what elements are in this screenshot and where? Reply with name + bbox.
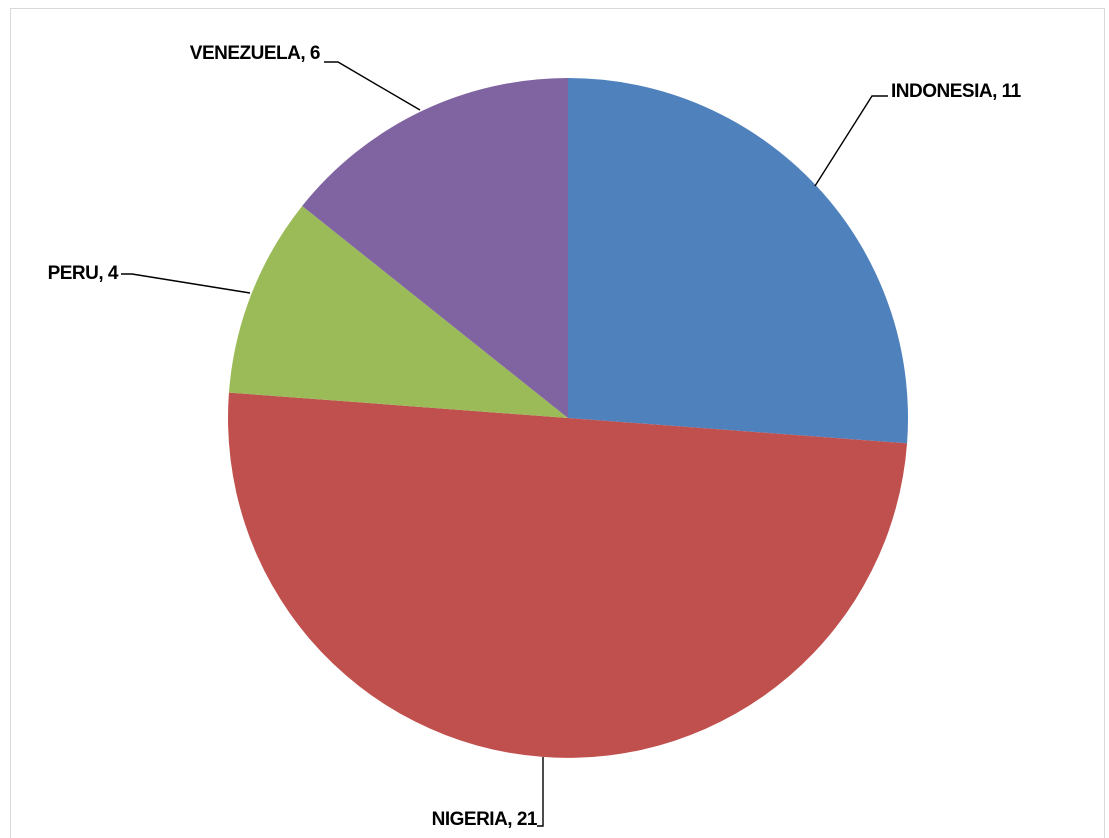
pie-slice-venezuela	[302, 78, 568, 418]
chart-area	[10, 8, 1105, 838]
leader-line-indonesia	[814, 95, 888, 187]
data-label-venezuela: VENEZUELA, 6	[190, 43, 320, 64]
pie-slice-indonesia	[568, 78, 909, 444]
leader-line-venezuela	[324, 61, 421, 111]
labels-layer: INDONESIA, 11 NIGERIA, 21 PERU, 4 VENEZUELA…	[48, 43, 1023, 830]
leaders-layer	[121, 61, 888, 827]
leader-line-nigeria	[537, 757, 544, 827]
leader-line-peru	[121, 273, 251, 294]
data-label-nigeria: NIGERIA, 21	[432, 809, 538, 830]
pie-slice-peru	[228, 206, 568, 418]
pie-slice-nigeria	[228, 392, 908, 758]
data-label-indonesia: INDONESIA, 11	[891, 81, 1022, 102]
slices-layer	[228, 78, 909, 758]
data-label-peru: PERU, 4	[48, 263, 119, 284]
